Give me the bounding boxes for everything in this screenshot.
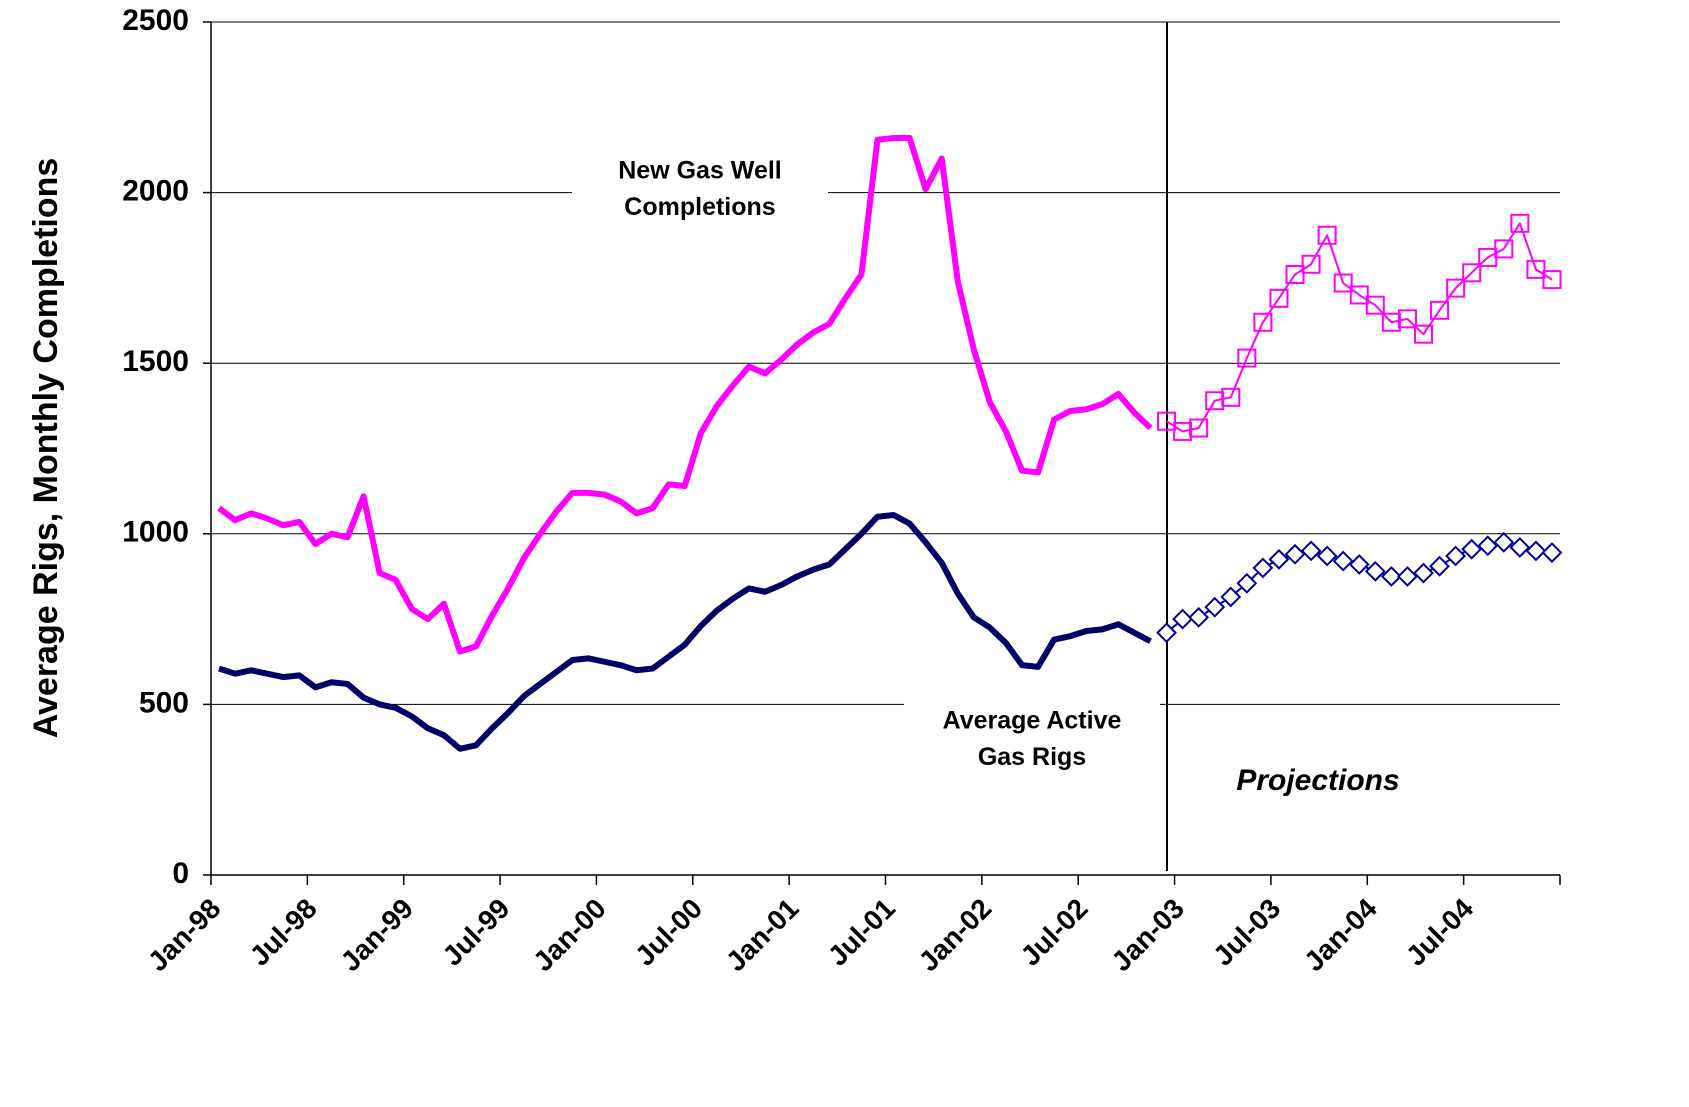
annotation-box [572, 149, 828, 231]
series-line [217, 135, 1153, 655]
marker-diamond [1397, 566, 1418, 587]
y-axis-label: Average Rigs, Monthly Completions [27, 158, 65, 739]
x-tick-label: Jan-04 [1298, 892, 1383, 977]
y-tick-label: 0 [172, 857, 189, 890]
marker-square [1526, 259, 1546, 279]
marker-square [1301, 254, 1321, 274]
annotation-box [904, 699, 1160, 781]
annotation: Completions [624, 193, 775, 221]
marker-diamond [1493, 531, 1515, 553]
marker-diamond [1509, 537, 1531, 558]
y-tick-label: 2000 [122, 175, 189, 208]
y-tick-label: 2500 [122, 4, 189, 37]
marker-square [1189, 418, 1209, 438]
x-tick-label: Jul-01 [822, 893, 901, 972]
marker-square [1333, 273, 1353, 293]
marker-square [1413, 324, 1433, 344]
marker-diamond [1380, 566, 1402, 587]
marker-diamond [1445, 545, 1467, 567]
marker-diamond [1316, 545, 1338, 567]
marker-diamond [1268, 548, 1290, 570]
y-tick-label: 1500 [122, 345, 189, 378]
marker-diamond [1477, 535, 1499, 557]
marker-diamond [1156, 622, 1177, 644]
marker-diamond [1429, 555, 1450, 577]
marker-square [1510, 213, 1530, 233]
marker-diamond [1332, 550, 1354, 572]
marker-square [1237, 348, 1257, 368]
marker-diamond [1525, 540, 1547, 562]
series-line [218, 512, 1152, 752]
series-line [1166, 222, 1553, 433]
marker-diamond [1461, 538, 1483, 560]
x-tick-label: Jan-01 [720, 893, 805, 978]
marker-diamond [1541, 542, 1563, 563]
marker-diamond [1252, 557, 1274, 579]
annotation: New Gas Well [618, 157, 782, 185]
marker-square [1397, 309, 1417, 329]
x-tick-label: Jul-04 [1400, 892, 1479, 971]
marker-diamond [1300, 540, 1322, 562]
marker-diamond [1284, 543, 1306, 565]
x-tick-label: Jul-00 [629, 893, 708, 972]
x-tick-label: Jan-99 [335, 893, 420, 978]
marker-square [1542, 270, 1562, 290]
marker-square [1462, 263, 1482, 283]
y-tick-label: 1000 [122, 516, 189, 549]
marker-square [1446, 278, 1466, 298]
y-tick-label: 500 [139, 686, 189, 719]
marker-square [1365, 295, 1385, 315]
x-tick-label: Jan-00 [527, 893, 612, 978]
x-tick-label: Jan-98 [142, 893, 227, 978]
marker-square [1221, 387, 1241, 407]
x-tick-label: Jul-02 [1015, 893, 1094, 972]
marker-diamond [1220, 586, 1242, 608]
x-tick-label: Jul-98 [244, 893, 323, 972]
marker-square [1253, 312, 1273, 332]
marker-diamond [1413, 562, 1434, 584]
x-tick-label: Jan-03 [1105, 893, 1190, 978]
marker-diamond [1172, 608, 1194, 630]
annotation: Average Active [943, 707, 1122, 735]
marker-square [1430, 300, 1450, 320]
marker-diamond [1236, 572, 1258, 594]
x-tick-label: Jul-99 [436, 893, 515, 972]
annotation: Projections [1236, 764, 1399, 797]
marker-square [1157, 411, 1177, 431]
marker-square [1285, 264, 1305, 284]
marker-diamond [1188, 606, 1210, 628]
annotation: Gas Rigs [978, 743, 1086, 771]
marker-diamond [1204, 596, 1226, 618]
marker-diamond [1364, 560, 1386, 582]
marker-square [1317, 225, 1337, 245]
x-tick-label: Jul-03 [1207, 893, 1286, 972]
marker-square [1349, 285, 1369, 305]
marker-square [1269, 288, 1289, 308]
marker-square [1494, 239, 1514, 259]
x-tick-label: Jan-02 [913, 893, 998, 978]
marker-diamond [1348, 554, 1370, 575]
